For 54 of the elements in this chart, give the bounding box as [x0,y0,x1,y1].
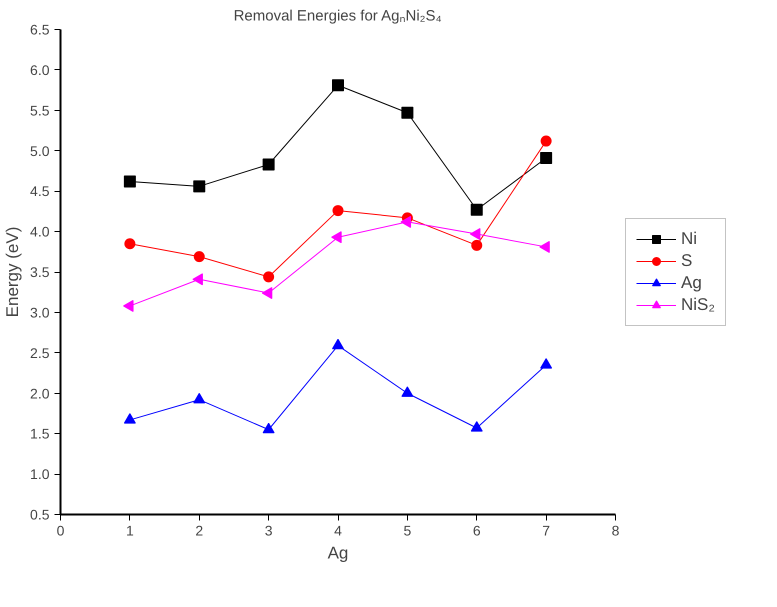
y-tick-label: 5.5 [30,102,50,118]
point [332,338,344,350]
legend-label: Ni [681,228,698,248]
point [540,152,552,164]
x-tick-label: 0 [56,522,65,538]
point [540,136,552,147]
point [471,240,482,251]
point [262,287,272,300]
point [193,180,206,192]
point [540,358,552,369]
point [262,422,275,434]
point [124,238,136,250]
y-tick-label: 6.5 [30,22,50,38]
y-tick-label: 1.0 [30,466,50,482]
x-tick-label: 3 [264,522,273,538]
y-tick-label: 2.0 [30,385,50,402]
chart-title: Removal Energies for AgₙNi₂S₄ [234,8,442,24]
y-axis-title: Energy (eV) [3,226,22,318]
x-axis-title: Ag [328,544,348,562]
legend-label: Ag [681,272,702,292]
point [263,271,274,282]
x-tick-label: 8 [612,522,620,538]
x-tick-label: 1 [126,522,134,538]
y-tick-label: 6.0 [30,62,50,78]
point [193,392,206,404]
point [331,231,342,244]
point [332,205,344,216]
point [124,175,136,188]
x-tick-label: 2 [195,522,204,538]
y-tick-label: 3.0 [30,304,50,320]
y-tick-label: 0.5 [30,506,50,522]
y-tick-label: 4.5 [30,183,50,200]
x-tick-label: 5 [403,522,412,538]
y-tick-label: 4.0 [30,224,50,240]
x-tick-label: 7 [542,522,550,538]
legend-label: S [681,250,694,270]
point [400,216,412,228]
point [123,300,134,312]
y-tick-label: 1.5 [30,426,50,442]
point [470,421,483,432]
y-tick-label: 3.5 [30,264,50,280]
point [332,79,344,92]
point [262,158,275,170]
point [124,413,136,424]
point [401,386,414,397]
point [470,204,483,216]
point [194,251,205,262]
x-tick-label: 4 [334,522,342,538]
y-tick-label: 5.0 [30,142,50,159]
point [401,106,414,119]
x-tick-label: 6 [472,522,481,538]
legend-label: NiS₂ [681,294,715,314]
point [192,273,203,286]
y-tick-label: 2.5 [30,344,50,361]
